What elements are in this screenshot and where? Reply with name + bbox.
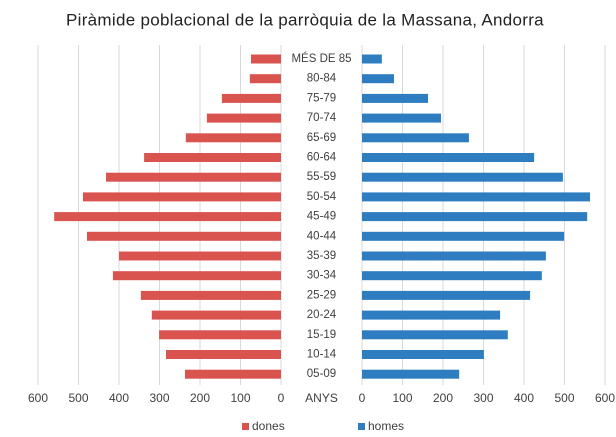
bar [362,192,591,202]
x-tick-label: 200 [433,391,453,405]
bar [159,330,281,340]
x-tick-label: 500 [554,391,574,405]
category-label: 30-34 [307,270,337,282]
x-tick-label: 500 [68,391,88,405]
category-label: 60-64 [307,152,337,164]
legend-swatch [242,423,249,430]
x-tick-label: 0 [278,391,285,405]
bar [185,369,281,379]
x-tick-label: 400 [514,391,534,405]
bar [362,133,469,143]
category-label: 40-44 [307,230,337,242]
bar [151,310,281,320]
x-tick-label: 600 [595,391,615,405]
chart-title: Piràmide poblacional de la parròquia de … [66,10,544,29]
category-label: 45-49 [307,211,336,223]
category-label: 20-24 [307,309,337,321]
category-label: 25-29 [307,289,336,301]
bar [87,231,281,241]
bar [185,133,281,143]
bar [112,271,281,281]
x-tick-label: 100 [392,391,412,405]
bar [362,350,484,359]
bar [362,172,563,182]
bar [144,153,281,162]
bar [362,330,508,340]
axis-label: ANYS [305,391,338,405]
bar [362,153,535,162]
x-tick-label: 300 [149,391,169,405]
bar [54,212,282,222]
legend-label: dones [252,419,285,433]
bar [251,54,281,64]
x-tick-label: 300 [473,391,493,405]
bar [362,310,501,320]
x-tick-label: 100 [230,391,250,405]
category-label: 80-84 [307,73,337,85]
category-label: MÉS DE 85 [291,52,351,65]
category-label: 65-69 [307,132,336,144]
bar [206,113,281,123]
bar [362,54,382,64]
legend-label: homes [368,419,404,433]
bar [221,93,281,103]
bar [362,251,546,261]
x-tick-label: 200 [190,391,210,405]
x-tick-label: 400 [109,391,129,405]
x-tick-label: 0 [359,391,366,405]
bar [362,212,588,222]
bar [119,251,281,261]
legend-swatch [358,423,365,430]
category-label: 70-74 [307,112,337,124]
category-label: 55-59 [307,171,336,183]
category-label: 05-09 [307,368,336,380]
bar [362,74,394,84]
bar [82,192,281,202]
bar [362,93,429,103]
bar [362,231,565,241]
category-label: 15-19 [307,329,336,341]
x-tick-label: 600 [28,391,48,405]
bar [362,369,460,379]
category-label: 35-39 [307,250,336,262]
category-label: 75-79 [307,92,336,104]
bar [165,350,281,359]
category-label: 10-14 [307,349,337,361]
bar [249,74,281,84]
bar [362,113,441,123]
category-label: 50-54 [307,191,337,203]
bar [362,290,531,300]
bar [140,290,281,300]
bar [106,172,281,182]
bar [362,271,542,281]
